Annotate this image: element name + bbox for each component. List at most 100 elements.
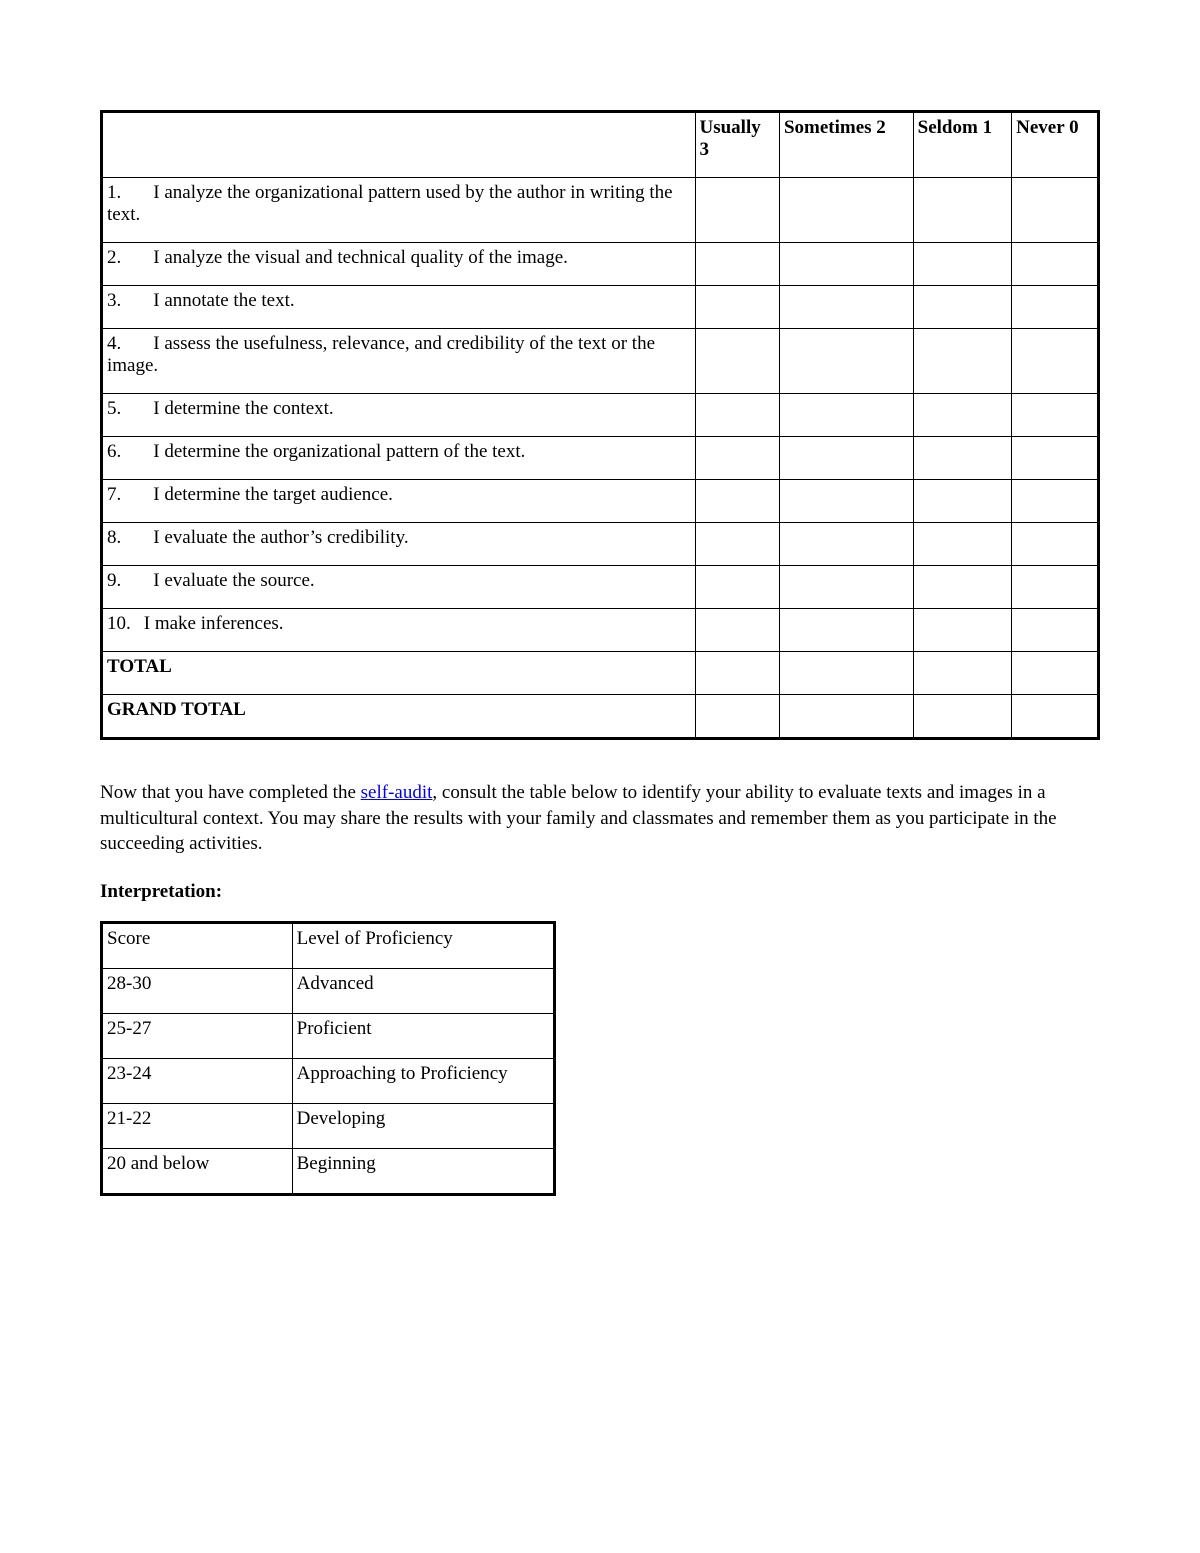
audit-cell-never[interactable]: [1012, 394, 1099, 437]
audit-cell-never[interactable]: [1012, 566, 1099, 609]
audit-row: 3. I annotate the text.: [102, 286, 1099, 329]
audit-cell-usually[interactable]: [695, 394, 779, 437]
audit-statement-cell: 5. I determine the context.: [102, 394, 696, 437]
audit-total-never[interactable]: [1012, 652, 1099, 695]
audit-statement-cell: 4. I assess the usefulness, relevance, a…: [102, 329, 696, 394]
audit-cell-sometimes[interactable]: [779, 437, 913, 480]
self-audit-table: Usually 3 Sometimes 2 Seldom 1 Never 0 1…: [100, 110, 1100, 740]
audit-cell-seldom[interactable]: [913, 178, 1012, 243]
audit-cell-never[interactable]: [1012, 523, 1099, 566]
audit-total-label: TOTAL: [102, 652, 696, 695]
audit-header-statement: [102, 112, 696, 178]
audit-cell-never[interactable]: [1012, 329, 1099, 394]
audit-statement-cell: 7. I determine the target audience.: [102, 480, 696, 523]
audit-statement-cell: 2. I analyze the visual and technical qu…: [102, 243, 696, 286]
audit-statement-cell: 3. I annotate the text.: [102, 286, 696, 329]
audit-row-text: I determine the target audience.: [153, 484, 393, 505]
audit-cell-never[interactable]: [1012, 178, 1099, 243]
audit-statement-cell: 8. I evaluate the author’s credibility.: [102, 523, 696, 566]
audit-cell-sometimes[interactable]: [779, 329, 913, 394]
audit-cell-usually[interactable]: [695, 286, 779, 329]
audit-row: 5. I determine the context.: [102, 394, 1099, 437]
audit-total-sometimes[interactable]: [779, 652, 913, 695]
audit-total-usually[interactable]: [695, 652, 779, 695]
audit-cell-usually[interactable]: [695, 437, 779, 480]
audit-cell-sometimes[interactable]: [779, 243, 913, 286]
audit-row-text: I evaluate the author’s credibility.: [153, 527, 408, 548]
audit-row-text: I annotate the text.: [153, 290, 294, 311]
audit-row-text: I assess the usefulness, relevance, and …: [107, 333, 655, 376]
interp-level: Proficient: [292, 1013, 554, 1058]
document-page: Usually 3 Sometimes 2 Seldom 1 Never 0 1…: [0, 0, 1200, 1256]
audit-cell-usually[interactable]: [695, 178, 779, 243]
audit-grand-total-row: GRAND TOTAL: [102, 695, 1099, 739]
audit-cell-usually[interactable]: [695, 243, 779, 286]
audit-header-never: Never 0: [1012, 112, 1099, 178]
interp-row: 25-27 Proficient: [102, 1013, 555, 1058]
audit-cell-sometimes[interactable]: [779, 523, 913, 566]
interp-level: Beginning: [292, 1148, 554, 1194]
interp-row: 20 and below Beginning: [102, 1148, 555, 1194]
audit-cell-seldom[interactable]: [913, 566, 1012, 609]
audit-row-text: I analyze the visual and technical quali…: [153, 247, 568, 268]
self-audit-link[interactable]: self-audit: [361, 782, 433, 803]
audit-cell-usually[interactable]: [695, 566, 779, 609]
interp-score: 23-24: [102, 1058, 293, 1103]
audit-row-text: I analyze the organizational pattern use…: [107, 182, 673, 225]
audit-row-text: I determine the context.: [153, 398, 333, 419]
instruction-paragraph: Now that you have completed the self-aud…: [100, 780, 1100, 857]
audit-cell-never[interactable]: [1012, 609, 1099, 652]
interpretation-heading: Interpretation:: [100, 881, 1100, 903]
interpretation-table: Score Level of Proficiency 28-30 Advance…: [100, 921, 556, 1196]
interp-level: Approaching to Proficiency: [292, 1058, 554, 1103]
audit-cell-never[interactable]: [1012, 437, 1099, 480]
audit-cell-seldom[interactable]: [913, 329, 1012, 394]
audit-cell-never[interactable]: [1012, 286, 1099, 329]
audit-row: 10. I make inferences.: [102, 609, 1099, 652]
audit-row-number: 3.: [107, 290, 139, 312]
audit-cell-sometimes[interactable]: [779, 178, 913, 243]
audit-cell-seldom[interactable]: [913, 394, 1012, 437]
audit-cell-usually[interactable]: [695, 329, 779, 394]
audit-statement-cell: 9. I evaluate the source.: [102, 566, 696, 609]
audit-cell-seldom[interactable]: [913, 523, 1012, 566]
audit-header-row: Usually 3 Sometimes 2 Seldom 1 Never 0: [102, 112, 1099, 178]
audit-total-seldom[interactable]: [913, 652, 1012, 695]
audit-cell-sometimes[interactable]: [779, 286, 913, 329]
audit-row-number: 6.: [107, 441, 139, 463]
interp-score: 25-27: [102, 1013, 293, 1058]
audit-cell-seldom[interactable]: [913, 437, 1012, 480]
paragraph-text-before: Now that you have completed the: [100, 782, 361, 803]
audit-row-number: 7.: [107, 484, 139, 506]
audit-grand-total-seldom[interactable]: [913, 695, 1012, 739]
audit-statement-cell: 10. I make inferences.: [102, 609, 696, 652]
audit-grand-total-never[interactable]: [1012, 695, 1099, 739]
audit-cell-sometimes[interactable]: [779, 566, 913, 609]
audit-cell-usually[interactable]: [695, 609, 779, 652]
audit-cell-seldom[interactable]: [913, 286, 1012, 329]
audit-cell-usually[interactable]: [695, 523, 779, 566]
interp-level: Advanced: [292, 968, 554, 1013]
audit-cell-sometimes[interactable]: [779, 609, 913, 652]
audit-grand-total-usually[interactable]: [695, 695, 779, 739]
audit-cell-never[interactable]: [1012, 480, 1099, 523]
audit-header-usually: Usually 3: [695, 112, 779, 178]
interp-level: Developing: [292, 1103, 554, 1148]
audit-row-number: 5.: [107, 398, 139, 420]
audit-cell-sometimes[interactable]: [779, 394, 913, 437]
audit-total-row: TOTAL: [102, 652, 1099, 695]
audit-row-number: 8.: [107, 527, 139, 549]
audit-cell-seldom[interactable]: [913, 480, 1012, 523]
audit-row: 8. I evaluate the author’s credibility.: [102, 523, 1099, 566]
audit-grand-total-sometimes[interactable]: [779, 695, 913, 739]
audit-cell-seldom[interactable]: [913, 243, 1012, 286]
audit-cell-never[interactable]: [1012, 243, 1099, 286]
audit-row-text: I evaluate the source.: [153, 570, 314, 591]
audit-cell-usually[interactable]: [695, 480, 779, 523]
audit-cell-seldom[interactable]: [913, 609, 1012, 652]
audit-header-sometimes: Sometimes 2: [779, 112, 913, 178]
audit-row: 9. I evaluate the source.: [102, 566, 1099, 609]
audit-cell-sometimes[interactable]: [779, 480, 913, 523]
audit-row-number: 4.: [107, 333, 139, 355]
interp-header-row: Score Level of Proficiency: [102, 922, 555, 968]
